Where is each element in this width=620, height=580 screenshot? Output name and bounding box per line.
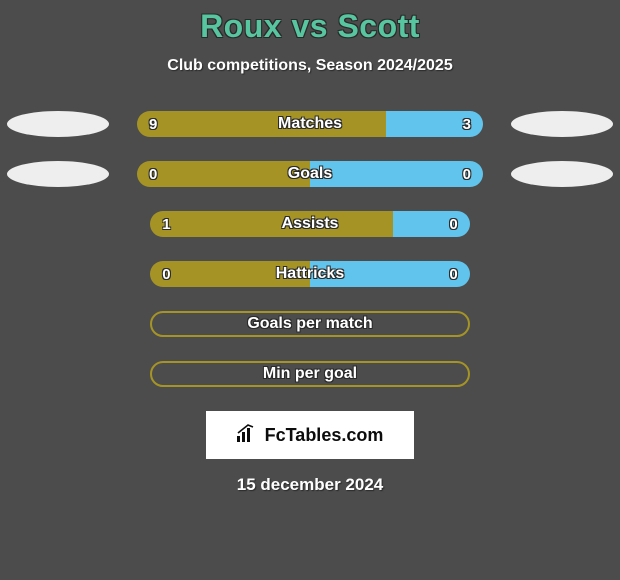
stat-row: 00Goals [0,161,620,187]
bar-segment-right: 0 [393,211,470,237]
spacer [498,261,592,287]
player-left-badge [7,161,109,187]
spacer [28,261,122,287]
player-left-badge [7,111,109,137]
date-text: 15 december 2024 [0,475,620,495]
spacer [28,211,122,237]
bar-segment-left: 9 [137,111,386,137]
chart-icon [237,424,259,447]
bar-segment-left: 0 [150,261,310,287]
stat-rows-container: 93Matches00Goals10Assists00HattricksGoal… [0,111,620,387]
logo-box: FcTables.com [206,411,414,459]
stat-bar: 00Hattricks [150,261,470,287]
bar-segment-left: 1 [150,211,393,237]
spacer [28,311,122,337]
stat-bar: 93Matches [137,111,483,137]
player-right-badge [511,161,613,187]
stat-row: Min per goal [0,361,620,387]
stat-row: 10Assists [0,211,620,237]
left-value: 0 [149,166,157,183]
left-value: 9 [149,116,157,133]
bar-segment-right: 3 [386,111,483,137]
right-value: 0 [463,166,471,183]
spacer [498,311,592,337]
left-value: 1 [162,216,170,233]
logo: FcTables.com [237,424,384,447]
right-value: 0 [449,216,457,233]
comparison-infographic: Roux vs Scott Club competitions, Season … [0,0,620,495]
stat-row: 00Hattricks [0,261,620,287]
stat-bar: 00Goals [137,161,483,187]
stat-bar: Min per goal [150,361,470,387]
logo-text: FcTables.com [265,425,384,446]
stat-bar: 10Assists [150,211,470,237]
spacer [28,361,122,387]
stat-row: Goals per match [0,311,620,337]
left-value: 0 [162,266,170,283]
stat-label: Goals per match [152,315,468,333]
bar-segment-right: 0 [310,161,483,187]
page-title: Roux vs Scott [0,8,620,45]
bar-segment-left: 0 [137,161,310,187]
player-right-badge [511,111,613,137]
subtitle: Club competitions, Season 2024/2025 [0,57,620,75]
stat-row: 93Matches [0,111,620,137]
spacer [498,211,592,237]
right-value: 0 [449,266,457,283]
spacer [498,361,592,387]
bar-segment-right: 0 [310,261,470,287]
stat-label: Min per goal [152,365,468,383]
stat-bar: Goals per match [150,311,470,337]
right-value: 3 [463,116,471,133]
